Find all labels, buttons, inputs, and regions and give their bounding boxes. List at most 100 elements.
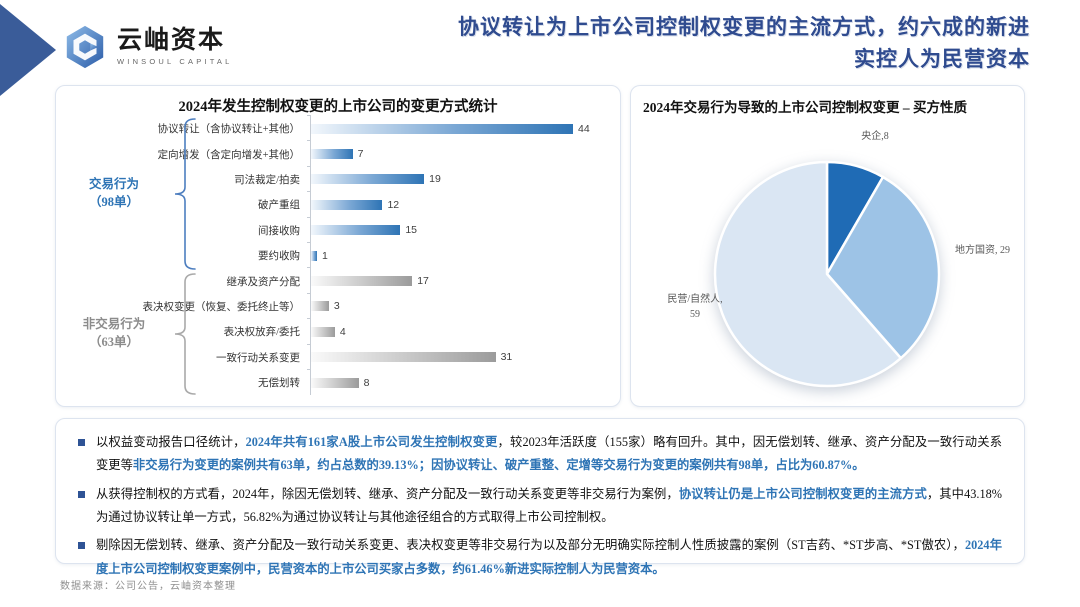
bar-zone: 1 — [307, 241, 614, 269]
note-bullet: 剔除因无偿划转、继承、资产分配及一致行动关系变更、表决权变更等非交易行为以及部分… — [78, 534, 1002, 581]
pie-label-private: 民营/自然人, 59 — [651, 292, 739, 322]
bar — [311, 225, 401, 236]
bar-row: 一致行动关系变更 31 — [68, 343, 614, 370]
bar-row: 协议转让（含协议转让+其他） 44 — [68, 114, 614, 142]
bar-value-label: 31 — [500, 351, 513, 364]
bar — [311, 199, 383, 210]
bar-value-label: 1 — [321, 249, 328, 262]
bar-zone: 17 — [307, 267, 614, 294]
bar — [311, 149, 353, 160]
pie-label-private-line1: 民营/自然人, — [667, 294, 723, 305]
bar-row: 表决权变更（恢复、委托终止等） 3 — [68, 292, 614, 320]
bar-zone: 4 — [307, 318, 614, 345]
bar-zone: 31 — [307, 343, 614, 370]
logo-subtitle: WINSOUL CAPITAL — [117, 57, 233, 66]
non-transaction-group-brace — [174, 273, 196, 395]
pie-slice-民营/自然人 — [713, 160, 903, 388]
bar-chart: 协议转让（含协议转让+其他） 44 定向增发（含定向增发+其他） 7 司法裁定/拍卖 19… — [68, 114, 614, 396]
bar-category-label: 表决权放弃/委托 — [223, 327, 300, 339]
bar-value-label: 8 — [363, 376, 370, 389]
bar — [311, 377, 359, 388]
bar-row: 间接收购 15 — [68, 216, 614, 243]
bullet-segment: 剔除因无偿划转、继承、资产分配及一致行动关系变更、表决权变更等非交易行为以及部分… — [96, 538, 965, 553]
pie-slice-地方国资 — [825, 175, 941, 360]
logo-name: 云岫资本 — [117, 27, 226, 54]
bar — [311, 326, 335, 337]
bar — [311, 352, 496, 363]
bar-row: 继承及资产分配 17 — [68, 267, 614, 294]
bar-category-label: 定向增发（含定向增发+其他） — [157, 149, 300, 161]
note-bullet: 从获得控制权的方式看，2024年，除因无偿划转、继承、资产分配及一致行动关系变更… — [78, 483, 1002, 530]
bullet-marker-icon — [78, 542, 85, 550]
bar — [311, 250, 317, 261]
page-title: 协议转让为上市公司控制权变更的主流方式，约六成的新进实控人为民营资本 — [210, 12, 1030, 75]
group-label-non-transaction: 非交易行为 （63单） — [58, 315, 170, 351]
bullet-segment: 以权益变动报告口径统计， — [96, 435, 246, 449]
bar-value-label: 3 — [333, 300, 340, 313]
page-title-line2: 实控人为民营资本 — [854, 46, 1030, 71]
bullet-segment: 2024年共有161家A股上市公司发生控制权变更 — [245, 435, 498, 449]
bar-category-label: 协议转让（含协议转让+其他） — [157, 124, 300, 136]
bar-chart-panel: 2024年发生控制权变更的上市公司的变更方式统计 协议转让（含协议转让+其他） 4… — [55, 85, 621, 407]
bar-category-label: 破产重组 — [258, 200, 300, 212]
bar-zone: 3 — [307, 292, 614, 320]
pie-chart-title: 2024年交易行为导致的上市公司控制权变更 – 买方性质 — [643, 100, 967, 115]
bar — [311, 174, 425, 185]
bar-value-label: 7 — [357, 148, 364, 161]
pie-chart — [713, 160, 941, 388]
bullet-segment: 协议转让仍是上市公司控制权变更的主流方式 — [678, 486, 927, 501]
bullet-text: 以权益变动报告口径统计，2024年共有161家A股上市公司发生控制权变更，较20… — [96, 431, 1002, 478]
bar-category-label: 一致行动关系变更 — [216, 352, 300, 364]
pie-chart-panel: 2024年交易行为导致的上市公司控制权变更 – 买方性质 央企,8 地方国资, … — [630, 85, 1025, 407]
bar-category-label: 无偿划转 — [258, 378, 300, 390]
bar — [311, 276, 413, 287]
bar-zone: 12 — [307, 191, 614, 218]
logo-hexagon-icon — [66, 25, 104, 69]
pie-label-central-soe: 央企,8 — [861, 131, 889, 142]
bar-category-label: 要约收购 — [258, 251, 300, 263]
group-label-non-transaction-text: 非交易行为 — [82, 317, 146, 331]
bullet-marker-icon — [78, 439, 85, 446]
pie-label-local-soe: 地方国资, 29 — [955, 245, 1010, 256]
page-title-line1: 协议转让为上市公司控制权变更的主流方式，约六成的新进 — [458, 15, 1030, 39]
bar — [311, 123, 573, 134]
bar-zone: 15 — [307, 216, 614, 243]
company-logo: 云岫资本 WINSOUL CAPITAL — [62, 24, 233, 70]
bar-row: 破产重组 12 — [68, 191, 614, 218]
bullet-text: 从获得控制权的方式看，2024年，除因无偿划转、继承、资产分配及一致行动关系变更… — [96, 483, 1002, 530]
corner-accent-arrow-icon — [0, 4, 56, 96]
bar-value-label: 12 — [387, 198, 400, 211]
bullet-segment: ，其中43.18%为通过协议转让单一方式，56.82%为通过协议转让与其他途径组… — [96, 486, 1002, 525]
bar-zone: 19 — [307, 165, 614, 193]
bullet-marker-icon — [78, 490, 85, 498]
bar-value-label: 15 — [405, 224, 417, 237]
bar-value-label: 17 — [417, 275, 429, 288]
group-label-transaction-text: 交易行为 — [88, 177, 139, 191]
bullet-text: 剔除因无偿划转、继承、资产分配及一致行动关系变更、表决权变更等非交易行为以及部分… — [96, 534, 1002, 581]
bar-category-label: 继承及资产分配 — [226, 276, 301, 288]
group-label-transaction-count: （98单） — [88, 195, 139, 210]
bar-row: 司法裁定/拍卖 19 — [68, 165, 614, 193]
bar-row: 要约收购 1 — [68, 241, 614, 269]
bar-row: 表决权放弃/委托 4 — [68, 318, 614, 345]
bullet-segment: 2024年度上市公司控制权变更案例中，民营资本的上市公司买家占多数，约61.46… — [96, 538, 1002, 576]
bar-category-label: 司法裁定/拍卖 — [234, 174, 300, 186]
bar-chart-title: 2024年发生控制权变更的上市公司的变更方式统计 — [178, 99, 498, 115]
bar — [311, 301, 329, 312]
pie-label-private-line2: 59 — [690, 309, 700, 320]
bar-zone: 7 — [307, 140, 614, 167]
bar-zone: 8 — [307, 368, 614, 396]
bar-row: 定向增发（含定向增发+其他） 7 — [68, 140, 614, 167]
bar-value-label: 19 — [429, 173, 441, 186]
bar-category-label: 间接收购 — [258, 225, 300, 237]
notes-panel: 以权益变动报告口径统计，2024年共有161家A股上市公司发生控制权变更，较20… — [55, 418, 1025, 576]
data-source: 数据来源：公司公告，云岫资本整理 — [60, 581, 236, 592]
group-label-non-transaction-count: （63单） — [88, 335, 139, 350]
bar-value-label: 44 — [578, 122, 590, 135]
bar-row: 无偿划转 8 — [68, 368, 614, 396]
group-label-transaction: 交易行为 （98单） — [58, 175, 170, 211]
transaction-group-brace — [174, 118, 196, 270]
bullet-segment: ，较2023年活跃度（155家）略有回升。其中，因无偿划转、继承、资产分配及一致… — [96, 435, 1002, 473]
note-bullet: 以权益变动报告口径统计，2024年共有161家A股上市公司发生控制权变更，较20… — [78, 431, 1002, 478]
